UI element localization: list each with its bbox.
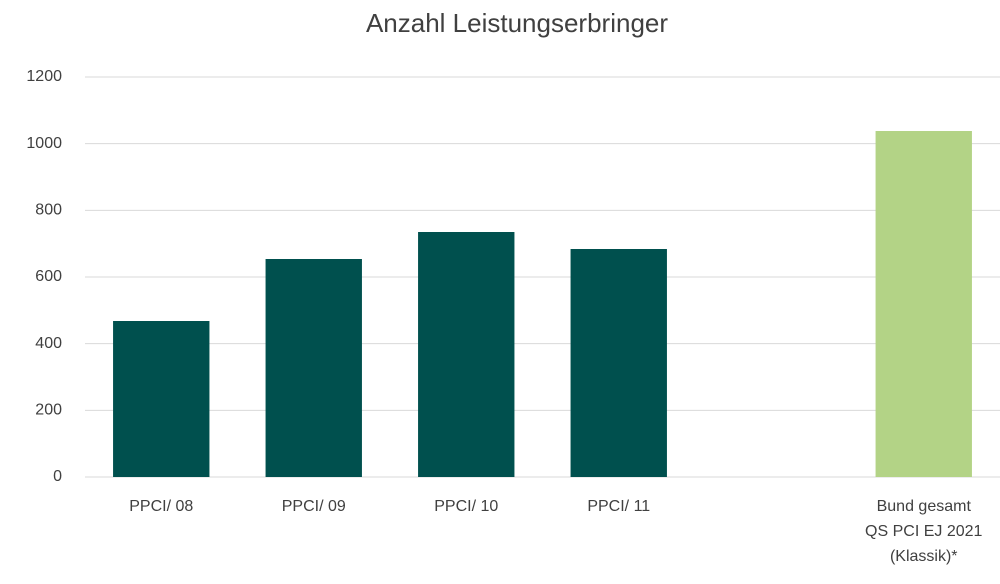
y-tick-label: 800 [35,202,62,219]
bar [570,249,667,477]
bar [418,232,515,477]
x-tick-label: PPCI/ 10 [434,498,498,515]
x-tick-label: PPCI/ 08 [129,498,193,515]
y-tick-label: 1000 [26,135,62,152]
chart-title: Anzahl Leistungserbringer [366,8,668,38]
bar [265,259,362,477]
y-tick-label: 600 [35,268,62,285]
x-tick-label: Bund gesamt QS PCI EJ 2021 (Klassik)* [865,498,982,565]
y-tick-label: 200 [35,402,62,419]
y-tick-label: 1200 [26,68,62,85]
bar [875,131,972,477]
y-tick-label: 400 [35,335,62,352]
bar [113,321,210,477]
y-tick-label: 0 [53,468,62,485]
label-line: Bund gesamt [877,498,972,515]
x-tick-label: PPCI/ 09 [282,498,346,515]
label-line: QS PCI EJ 2021 [865,523,982,540]
label-line: (Klassik)* [890,548,958,565]
x-tick-label: PPCI/ 11 [587,498,650,515]
